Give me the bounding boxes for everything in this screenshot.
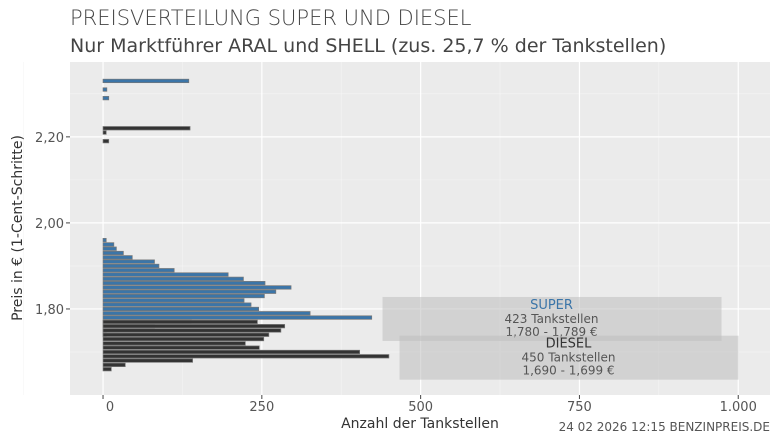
- bar-diesel: [102, 341, 246, 346]
- bar-diesel: [102, 328, 282, 333]
- x-tick-label: 750: [567, 400, 592, 415]
- bar-diesel: [102, 358, 193, 363]
- bar-diesel: [102, 126, 191, 131]
- bar-super: [102, 276, 244, 281]
- annotation-range: 1,780 - 1,789 €: [505, 325, 597, 339]
- bar-diesel: [102, 319, 258, 324]
- annotation-label: SUPER: [530, 298, 573, 313]
- bar-diesel: [102, 139, 110, 144]
- y-tick-label: 2,00: [35, 217, 64, 232]
- chart-subtitle: Nur Marktführer ARAL und SHELL (zus. 25,…: [70, 35, 667, 57]
- bar-super: [102, 87, 108, 92]
- footer-source: 24 02 2026 12:15 BENZINPREIS.DE: [558, 420, 770, 434]
- y-tick-label: 1,80: [35, 303, 64, 318]
- chart-title: PREISVERTEILUNG SUPER UND DIESEL: [70, 6, 472, 30]
- bar-super: [102, 272, 229, 277]
- bar-super: [102, 315, 373, 320]
- bar-super: [102, 259, 155, 264]
- bar-super: [102, 285, 292, 290]
- bar-diesel: [102, 354, 390, 359]
- bar-diesel: [102, 367, 112, 372]
- annotation-box-diesel: [399, 335, 739, 380]
- bar-super: [102, 246, 117, 251]
- bar-diesel: [102, 130, 107, 135]
- bar-super: [102, 238, 107, 243]
- x-tick-label: 500: [408, 400, 433, 415]
- bar-super: [102, 255, 133, 260]
- bar-super: [102, 250, 124, 256]
- bar-diesel: [102, 349, 361, 355]
- annotation-range: 1,690 - 1,699 €: [522, 364, 614, 378]
- bar-super: [102, 298, 245, 303]
- annotation-count: 450 Tankstellen: [522, 351, 616, 365]
- annotation-count: 423 Tankstellen: [505, 312, 599, 326]
- bar-super: [102, 306, 260, 312]
- annotation-box-super: [382, 296, 722, 341]
- bar-super: [102, 289, 277, 294]
- bar-diesel: [102, 324, 286, 329]
- y-axis-label: Preis in € (1-Cent-Schritte): [10, 135, 26, 321]
- bar-super: [102, 293, 265, 299]
- bar-super: [102, 263, 160, 269]
- x-axis-label: Anzahl der Tankstellen: [341, 416, 499, 432]
- bar-diesel: [102, 345, 260, 350]
- y-tick-label: 2,20: [35, 131, 64, 146]
- x-tick-label: 250: [249, 400, 274, 415]
- bar-super: [102, 281, 266, 286]
- bar-diesel: [102, 336, 265, 342]
- bar-super: [102, 311, 311, 316]
- x-tick-label: 1.000: [720, 400, 757, 415]
- bar-super: [102, 268, 175, 273]
- bar-diesel: [102, 362, 126, 367]
- bar-super: [102, 78, 190, 84]
- bar-diesel: [102, 332, 270, 337]
- bar-super: [102, 242, 115, 247]
- x-tick-label: 0: [106, 400, 114, 415]
- bar-super: [102, 302, 252, 307]
- bar-super: [102, 96, 110, 101]
- annotation-label: DIESEL: [546, 337, 593, 352]
